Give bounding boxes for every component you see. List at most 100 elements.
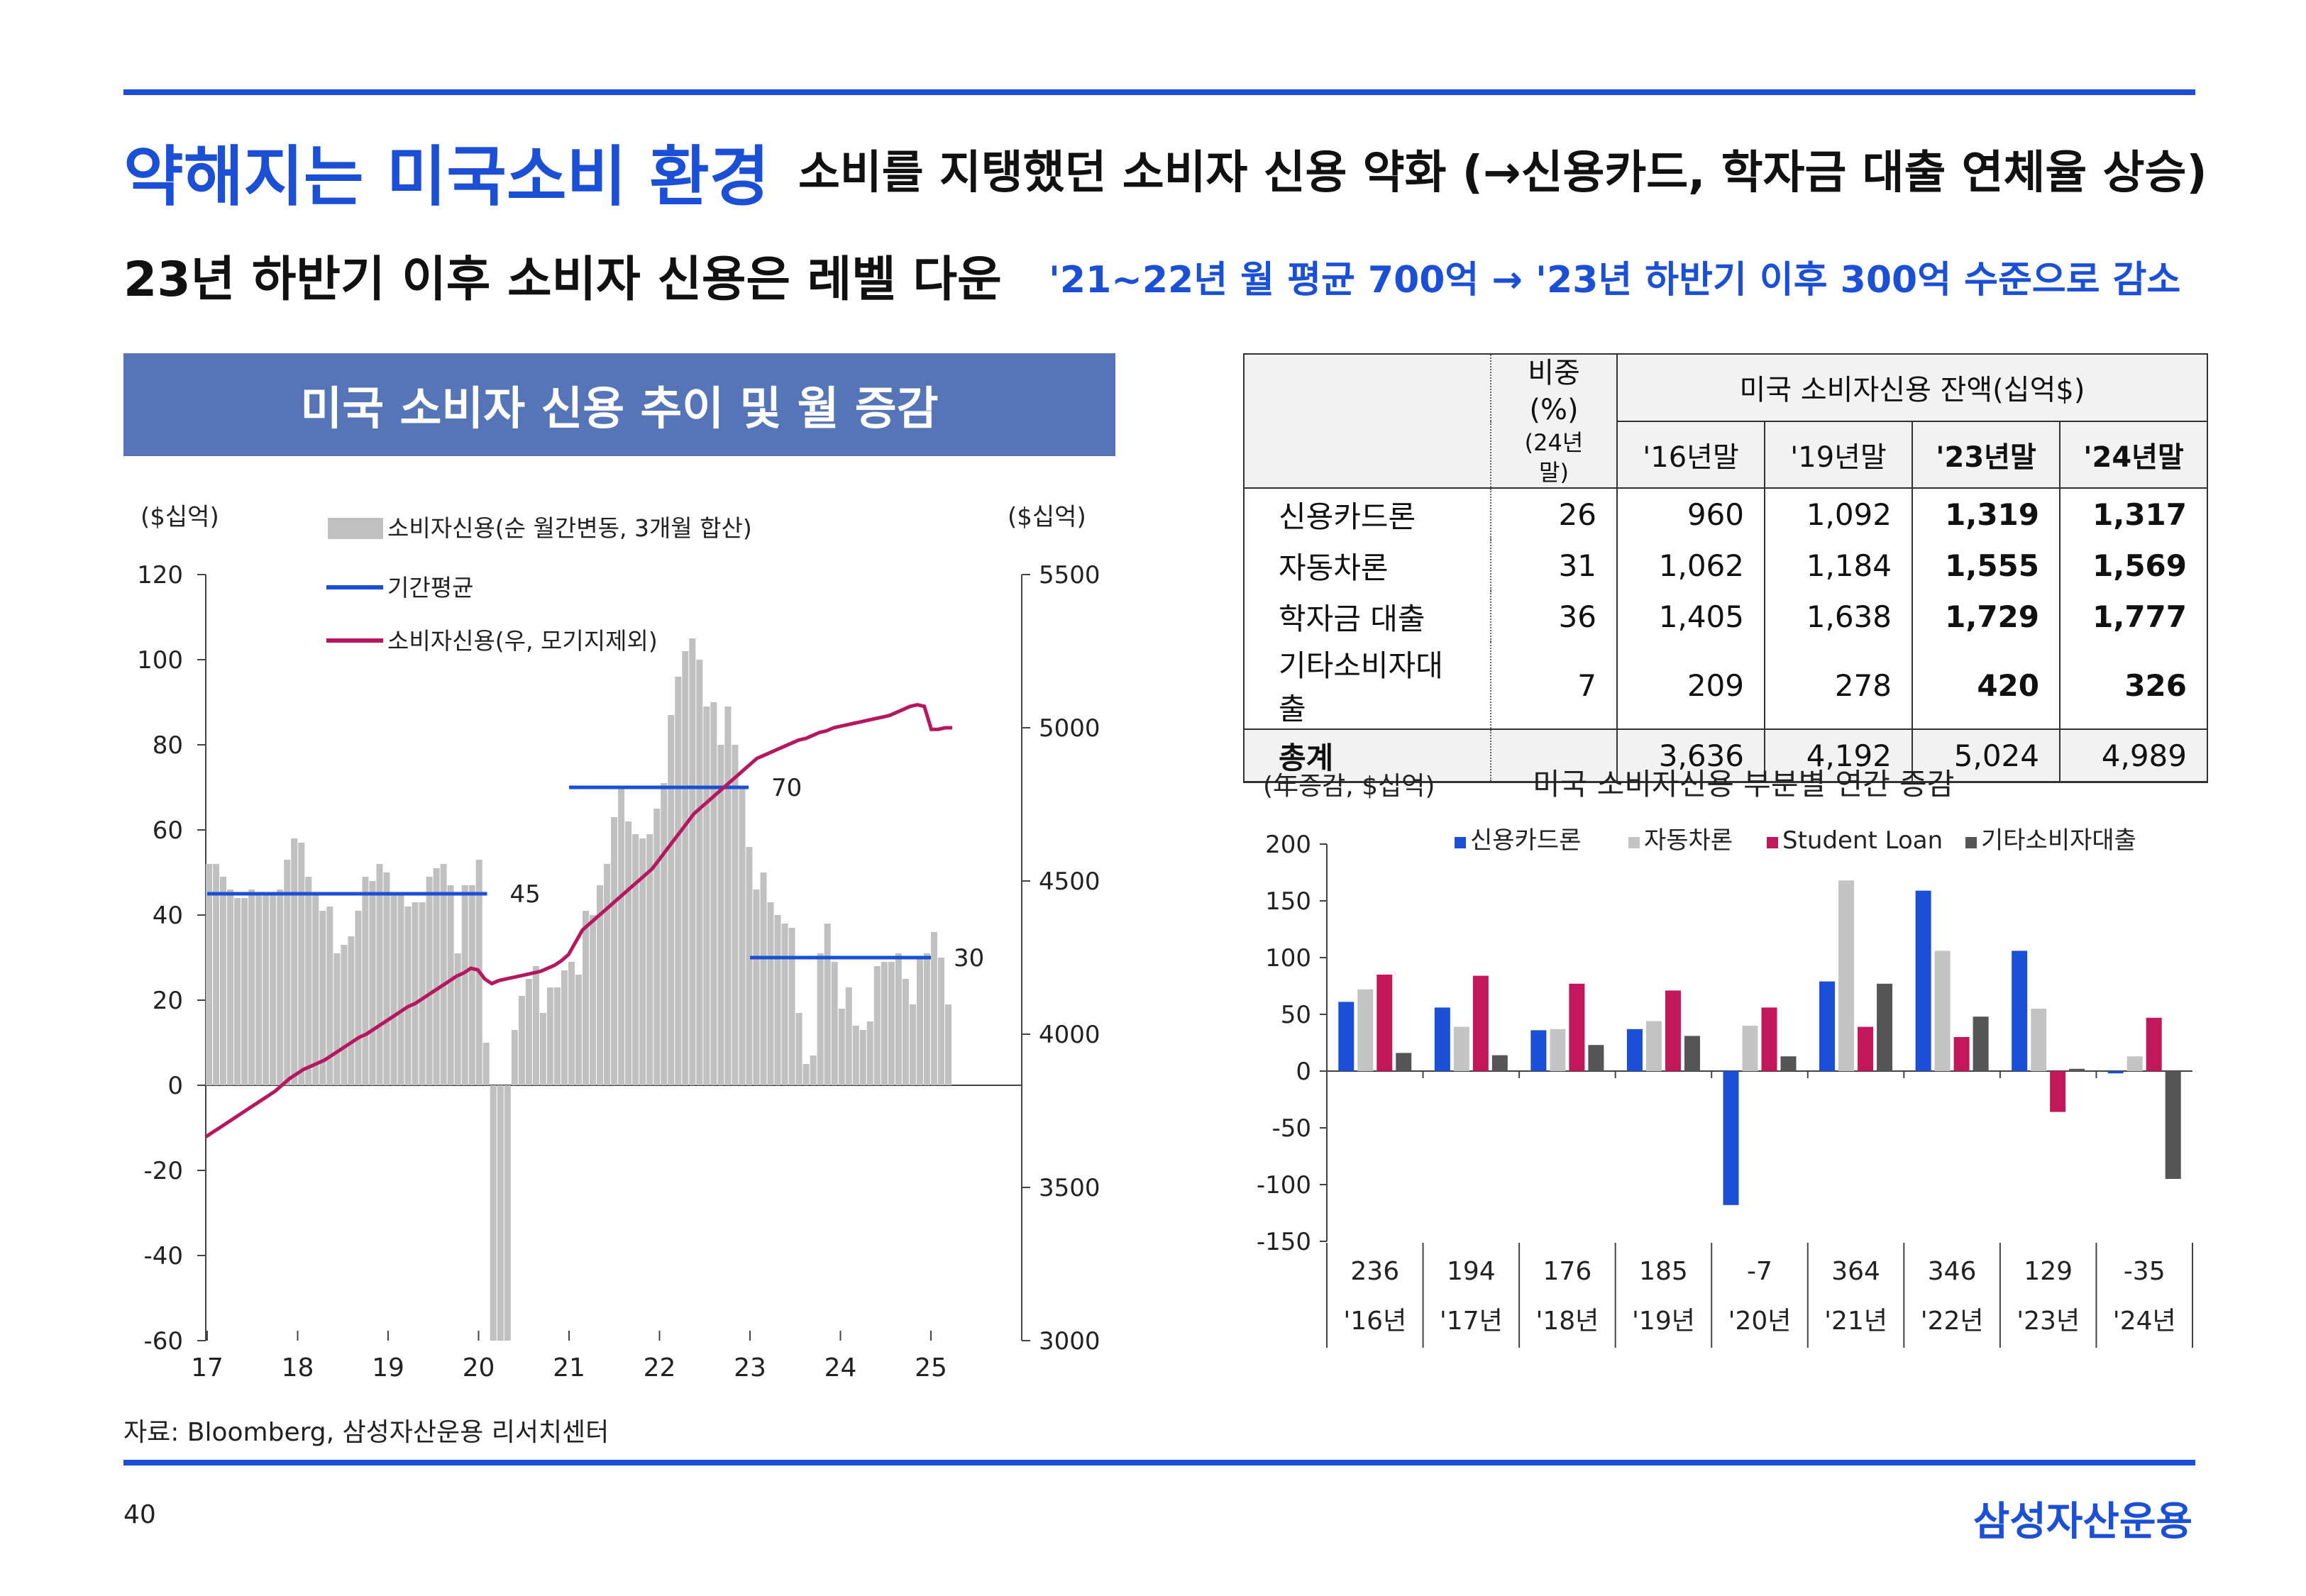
row-label: 자동차론 xyxy=(1244,540,1491,591)
table-header-year: '24년말 xyxy=(2060,421,2207,489)
component-bar xyxy=(2031,1009,2046,1071)
left-tick-label: -40 xyxy=(143,1242,183,1270)
section-heading-note: '21~22년 월 평균 700억 → '23년 하반기 이후 300억 수준으… xyxy=(1049,250,2180,303)
credit-change-bar xyxy=(526,979,532,1085)
component-bar xyxy=(1646,1021,1662,1071)
component-bar xyxy=(1530,1030,1546,1071)
x-tick-label: 19 xyxy=(372,1353,404,1382)
credit-change-bar xyxy=(434,868,440,1085)
credit-change-bar xyxy=(448,885,454,1085)
credit-change-bar xyxy=(775,915,781,1085)
credit-change-bar xyxy=(383,872,390,1085)
table-header-year: '16년말 xyxy=(1617,421,1765,489)
legend-line-label: 소비자신용(우, 모기지제외) xyxy=(387,627,658,655)
left-tick-label: -60 xyxy=(143,1327,183,1356)
y-tick-label: 50 xyxy=(1281,1001,1311,1029)
credit-change-bar xyxy=(874,966,881,1085)
component-bar xyxy=(1954,1037,1970,1071)
credit-change-bar xyxy=(867,1021,873,1085)
credit-change-bar xyxy=(341,945,347,1085)
credit-change-bar xyxy=(390,894,397,1085)
credit-change-bar xyxy=(789,928,795,1085)
credit-change-bar xyxy=(504,1085,511,1341)
x-tick-label: 23 xyxy=(734,1353,766,1382)
right-tick-label: 5000 xyxy=(1039,714,1100,743)
y-tick-label: 0 xyxy=(1296,1058,1311,1086)
credit-change-bar xyxy=(227,890,233,1085)
right-chart-title: 미국 소비자신용 부분별 연간 증감 xyxy=(1533,767,1954,802)
y-tick-label: 150 xyxy=(1265,887,1311,916)
component-bar xyxy=(1743,1026,1758,1071)
component-bar xyxy=(1684,1036,1700,1071)
component-bar xyxy=(2050,1071,2065,1112)
annual-total-label: 129 xyxy=(2024,1257,2073,1286)
page-title: 약해지는 미국소비 환경 xyxy=(123,124,769,218)
left-tick-label: 40 xyxy=(153,902,183,930)
credit-change-bar xyxy=(270,894,276,1085)
annual-total-label: -7 xyxy=(1747,1257,1772,1286)
component-bar xyxy=(1377,975,1392,1071)
credit-change-bar xyxy=(803,1064,810,1085)
credit-change-bar xyxy=(533,966,539,1085)
credit-change-bar xyxy=(512,1030,518,1085)
credit-change-bar xyxy=(348,936,354,1085)
component-bar xyxy=(1396,1053,1411,1071)
annual-total-label: 346 xyxy=(1928,1257,1977,1286)
component-bar xyxy=(2166,1071,2181,1179)
credit-change-bar xyxy=(753,890,759,1085)
table-row: 자동차론 31 1,062 1,184 1,555 1,569 xyxy=(1244,540,2207,591)
credit-change-bar xyxy=(846,987,852,1085)
row-value: 960 xyxy=(1617,488,1765,540)
credit-change-bar xyxy=(497,1085,504,1341)
bottom-rule xyxy=(123,1460,2195,1465)
category-label: '19년 xyxy=(1632,1307,1695,1336)
legend-label: 기타소비자대출 xyxy=(1981,826,2136,855)
table-header-share: 비중(%) (24년말) xyxy=(1491,354,1617,488)
category-label: '22년 xyxy=(1921,1307,1984,1336)
annual-total-label: 185 xyxy=(1639,1257,1688,1286)
left-tick-label: -20 xyxy=(143,1157,183,1185)
row-value: 1,638 xyxy=(1765,591,1912,642)
table-row: 신용카드론 26 960 1,092 1,319 1,317 xyxy=(1244,488,2207,540)
component-bar xyxy=(1838,880,1854,1071)
credit-change-bar xyxy=(220,877,226,1085)
table-header-year: '23년말 xyxy=(1912,421,2060,489)
legend-label: Student Loan xyxy=(1782,826,1943,855)
legend-label: 자동차론 xyxy=(1644,826,1733,855)
credit-change-bar xyxy=(255,894,262,1085)
credit-change-bar xyxy=(298,843,304,1085)
right-tick-label: 3000 xyxy=(1039,1327,1100,1356)
left-tick-label: 20 xyxy=(153,987,183,1015)
credit-change-bar xyxy=(668,715,674,1085)
left-axis-unit: ($십억) xyxy=(140,503,219,531)
credit-change-bar xyxy=(661,783,667,1085)
component-bar xyxy=(1435,1007,1450,1071)
left-chart-banner: 미국 소비자 신용 추이 및 월 증감 xyxy=(123,353,1115,456)
credit-change-bar xyxy=(490,1085,497,1341)
page-number: 40 xyxy=(123,1500,156,1529)
component-bar xyxy=(2127,1056,2143,1071)
period-average-label: 45 xyxy=(510,880,541,909)
section-heading: 23년 하반기 이후 소비자 신용은 레벨 다운 xyxy=(123,240,1002,310)
table-corner xyxy=(1244,354,1491,488)
credit-change-bar xyxy=(590,915,596,1085)
legend-bar-label: 소비자신용(순 월간변동, 3개월 합산) xyxy=(387,514,752,542)
table-header-year: '19년말 xyxy=(1765,421,1912,489)
component-bar xyxy=(1781,1056,1797,1071)
credit-change-bar xyxy=(604,864,610,1085)
row-value: 1,555 xyxy=(1912,540,2060,591)
component-bar xyxy=(1665,990,1681,1071)
credit-change-bar xyxy=(611,817,617,1085)
component-bar xyxy=(1454,1027,1469,1071)
category-label: '20년 xyxy=(1728,1307,1792,1336)
row-value: 1,405 xyxy=(1617,591,1765,642)
row-value: 1,317 xyxy=(2060,488,2207,540)
category-label: '18년 xyxy=(1535,1307,1599,1336)
credit-change-bar xyxy=(739,787,745,1085)
right-tick-label: 5500 xyxy=(1039,561,1100,589)
page-subtitle: 소비를 지탱했던 소비자 신용 약화 (→신용카드, 학자금 대출 연체율 상승… xyxy=(798,136,2207,201)
credit-change-bar xyxy=(732,745,738,1085)
credit-change-bar xyxy=(760,872,766,1085)
credit-change-bar xyxy=(746,847,752,1085)
x-tick-label: 20 xyxy=(463,1353,495,1382)
